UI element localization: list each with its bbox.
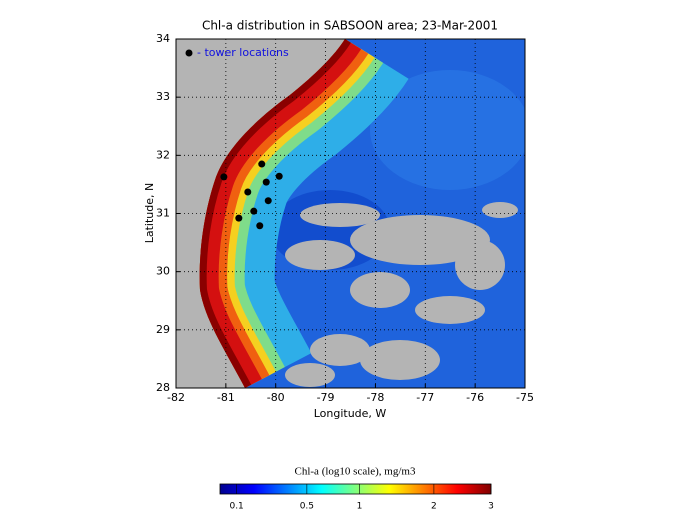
x-tick-label: -80 xyxy=(267,391,285,404)
y-tick-label: 33 xyxy=(156,90,170,103)
tower-point xyxy=(262,178,270,186)
y-tick-label: 32 xyxy=(156,148,170,161)
x-axis-label: Longitude, W xyxy=(314,407,387,420)
chart-title: Chl-a distribution in SABSOON area; 23-M… xyxy=(202,19,498,33)
legend-label: - tower locations xyxy=(197,46,289,59)
y-tick-label: 34 xyxy=(156,32,170,45)
tower-point xyxy=(264,197,272,205)
colorbar-tick-label: 1 xyxy=(357,502,363,512)
x-tick-label: -75 xyxy=(516,391,534,404)
tower-point xyxy=(256,222,264,230)
y-tick-label: 29 xyxy=(156,323,170,336)
y-tick-label: 30 xyxy=(156,265,170,278)
tower-point xyxy=(235,214,243,222)
x-tick-label: -82 xyxy=(167,391,185,404)
tower-point xyxy=(244,188,252,196)
x-tick-label: -76 xyxy=(466,391,484,404)
map-image xyxy=(176,39,525,388)
tower-point xyxy=(220,173,228,181)
colorbar-tick-label: 0.5 xyxy=(300,502,314,512)
x-tick-label: -81 xyxy=(217,391,235,404)
y-tick-label: 31 xyxy=(156,207,170,220)
x-tick-label: -78 xyxy=(366,391,384,404)
colorbar-tick-label: 0.1 xyxy=(229,502,243,512)
y-tick-label: 28 xyxy=(156,381,170,394)
y-axis-label: Latitude, N xyxy=(143,183,156,244)
tower-point xyxy=(258,160,266,168)
tower-point xyxy=(250,207,258,215)
x-tick-label: -79 xyxy=(317,391,335,404)
colorbar xyxy=(219,483,492,495)
colorbar-tick-label: 3 xyxy=(488,502,494,512)
x-tick-label: -77 xyxy=(416,391,434,404)
tower-point xyxy=(275,172,283,180)
legend-marker xyxy=(185,49,193,57)
colorbar-label: Chl-a (log10 scale), mg/m3 xyxy=(295,466,416,478)
colorbar-tick-label: 2 xyxy=(431,502,437,512)
